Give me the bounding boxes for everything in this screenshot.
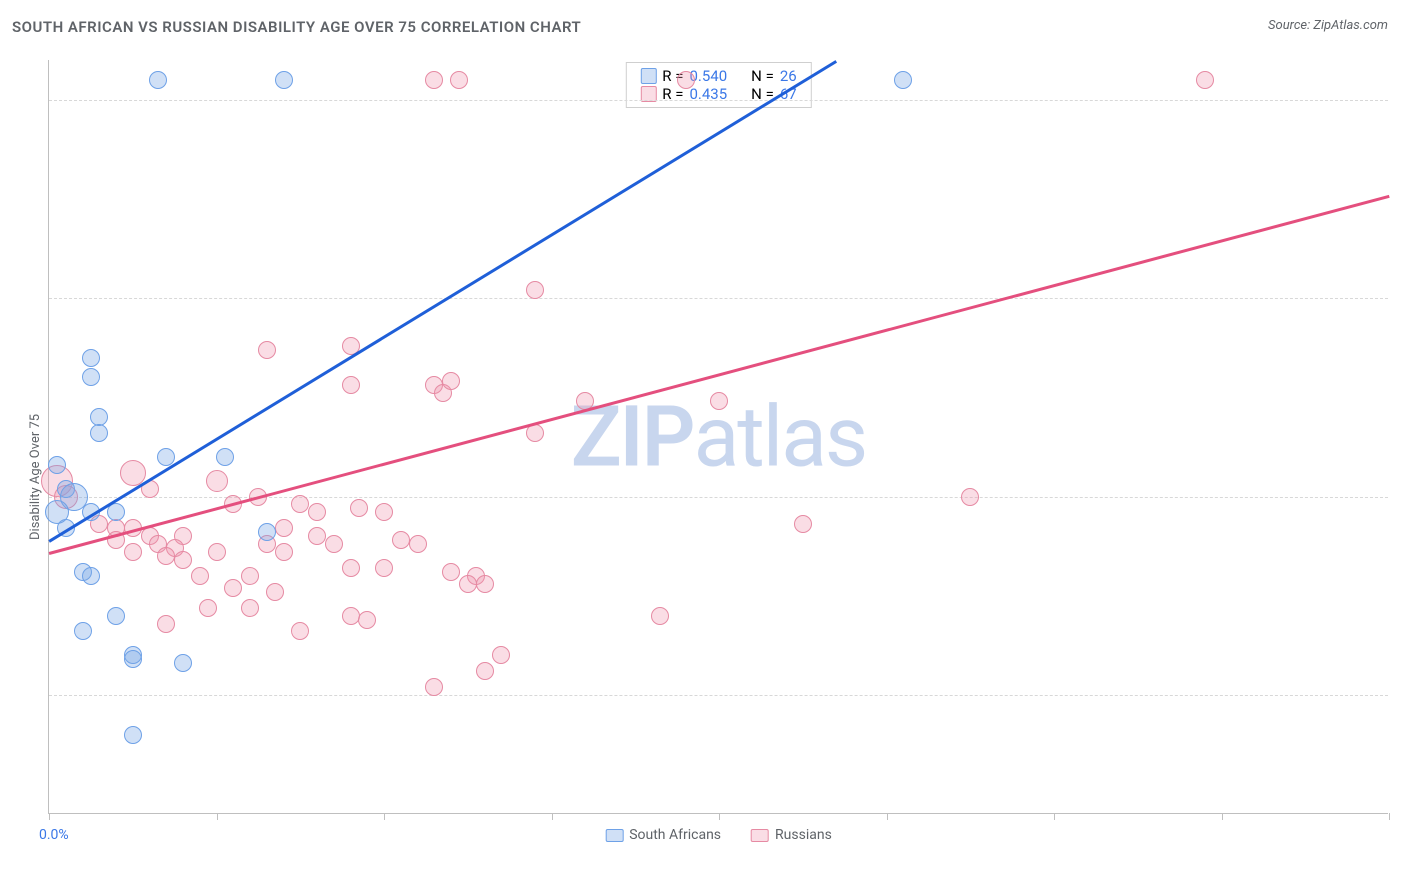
scatter-point-south-africans [74,622,92,640]
scatter-point-russians [199,599,217,617]
scatter-point-russians [710,392,728,410]
scatter-point-russians [325,535,343,553]
scatter-point-russians [224,579,242,597]
x-tick [384,813,385,820]
source-attribution: Source: ZipAtlas.com [1268,18,1388,33]
scatter-point-south-africans [107,503,125,521]
scatter-point-russians [350,499,368,517]
gridline [49,298,1388,299]
scatter-point-south-africans [82,567,100,585]
stat-legend-box: R = 0.540 N = 26 R = 0.435 N = 67 [625,62,811,108]
scatter-point-south-africans [275,71,293,89]
scatter-point-russians [308,503,326,521]
scatter-point-south-africans [124,726,142,744]
scatter-point-russians [442,372,460,390]
scatter-point-russians [258,341,276,359]
scatter-point-russians [476,662,494,680]
gridline [49,100,1388,101]
scatter-point-russians [794,515,812,533]
scatter-point-russians [275,519,293,537]
scatter-point-russians [291,622,309,640]
gridline [49,695,1388,696]
scatter-point-russians [358,611,376,629]
scatter-point-russians [308,527,326,545]
scatter-point-russians [442,563,460,581]
scatter-point-south-africans [107,607,125,625]
scatter-point-south-africans [258,523,276,541]
x-axis-min-label: 0.0% [39,827,69,843]
scatter-point-south-africans [124,650,142,668]
legend-label: South Africans [629,827,721,843]
legend-label: Russians [775,827,832,843]
scatter-point-russians [291,495,309,513]
scatter-point-russians [342,607,360,625]
series-legend: South Africans Russians [605,827,832,843]
legend-item: South Africans [605,827,721,843]
x-tick [1389,813,1390,820]
scatter-point-russians [241,599,259,617]
chart-container: SOUTH AFRICAN VS RUSSIAN DISABILITY AGE … [0,0,1406,892]
scatter-point-south-africans [48,456,66,474]
scatter-point-south-africans [82,349,100,367]
stat-row: R = 0.540 N = 26 [640,67,796,85]
trendline-south-africans [48,60,837,542]
y-tick-label: 75.0% [1400,290,1406,306]
scatter-point-russians [124,543,142,561]
x-tick [552,813,553,820]
scatter-point-russians [241,567,259,585]
x-tick [887,813,888,820]
y-tick-label: 100.0% [1400,92,1406,108]
scatter-point-russians [174,551,192,569]
scatter-point-russians [375,559,393,577]
scatter-point-russians [476,575,494,593]
chart-title: SOUTH AFRICAN VS RUSSIAN DISABILITY AGE … [12,18,581,36]
scatter-point-russians [157,547,175,565]
scatter-point-south-africans [90,424,108,442]
scatter-point-south-africans [894,71,912,89]
x-tick [217,813,218,820]
trendline-russians [49,195,1390,555]
scatter-point-russians [459,575,477,593]
x-tick [1054,813,1055,820]
swatch-blue-icon [640,68,656,84]
scatter-point-russians [425,71,443,89]
swatch-pink-icon [751,829,769,842]
scatter-point-russians [677,71,695,89]
x-tick [1222,813,1223,820]
plot-area: ZIPatlas R = 0.540 N = 26 R = 0.435 N = … [48,60,1388,814]
scatter-point-russians [191,567,209,585]
scatter-point-russians [342,559,360,577]
y-tick-label: 50.0% [1400,489,1406,505]
scatter-point-russians [526,281,544,299]
x-tick [719,813,720,820]
swatch-blue-icon [605,829,623,842]
scatter-point-russians [375,503,393,521]
scatter-point-russians [492,646,510,664]
n-value: 26 [780,67,797,85]
scatter-point-south-africans [149,71,167,89]
scatter-point-russians [266,583,284,601]
scatter-point-russians [342,376,360,394]
scatter-point-russians [275,543,293,561]
scatter-point-russians [392,531,410,549]
scatter-point-russians [651,607,669,625]
legend-item: Russians [751,827,832,843]
scatter-point-russians [157,615,175,633]
x-tick [49,813,50,820]
scatter-point-russians [409,535,427,553]
scatter-point-russians [208,543,226,561]
scatter-point-south-africans [216,448,234,466]
n-label: N = [751,67,774,85]
scatter-point-russians [425,678,443,696]
r-value: 0.540 [689,67,727,85]
scatter-point-south-africans [174,654,192,672]
scatter-point-russians [206,470,228,492]
scatter-point-russians [961,488,979,506]
scatter-point-south-africans [82,368,100,386]
y-tick-label: 25.0% [1400,687,1406,703]
scatter-point-russians [450,71,468,89]
scatter-point-russians [1196,71,1214,89]
